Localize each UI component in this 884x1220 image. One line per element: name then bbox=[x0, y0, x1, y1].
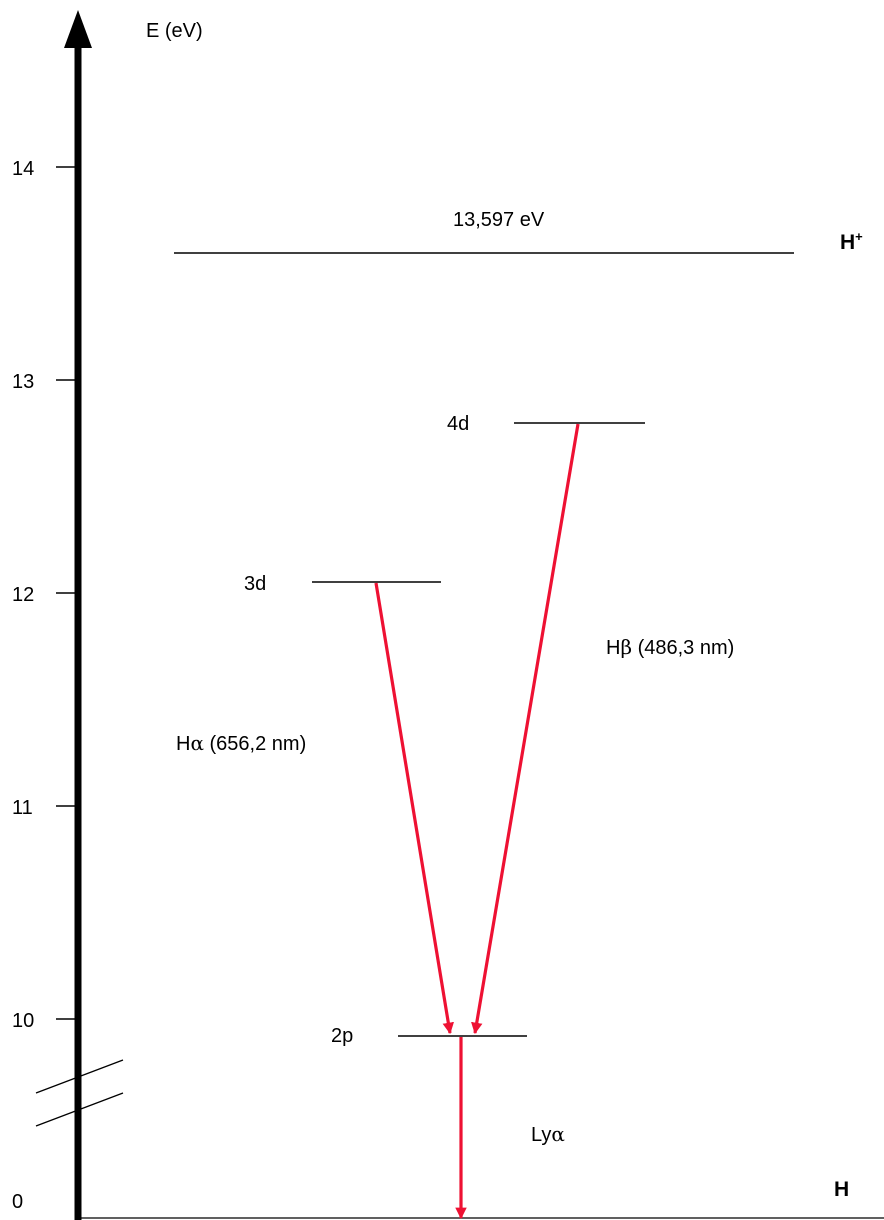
level-3d-label: 3d bbox=[244, 573, 266, 595]
axis-break-mark-lower bbox=[35, 1092, 124, 1127]
level-4d-label: 4d bbox=[447, 413, 469, 435]
h-alpha-label: Hα (656,2 nm) bbox=[176, 731, 306, 755]
tick-label-10: 10 bbox=[12, 1010, 34, 1032]
ly-alpha-label: Lyα bbox=[531, 1122, 565, 1146]
h-beta-arrow bbox=[471, 423, 580, 1035]
tick-label-12: 12 bbox=[12, 584, 34, 606]
ion-species-label: H+ bbox=[840, 229, 863, 254]
tick-label-14: 14 bbox=[12, 158, 34, 180]
ionization-energy-label: 13,597 eV bbox=[453, 209, 545, 231]
energy-axis-arrowhead bbox=[64, 10, 92, 48]
tick-label-0: 0 bbox=[12, 1191, 23, 1213]
tick-label-11: 11 bbox=[12, 797, 33, 819]
h-beta-label: Hβ (486,3 nm) bbox=[606, 635, 734, 659]
ground-species-label: H bbox=[834, 1178, 849, 1201]
axis-title: E (eV) bbox=[146, 20, 203, 42]
axis-break-mark-upper bbox=[35, 1059, 124, 1094]
h-alpha-arrow bbox=[374, 582, 455, 1035]
tick-label-13: 13 bbox=[12, 371, 34, 393]
level-2p-label: 2p bbox=[331, 1025, 353, 1047]
